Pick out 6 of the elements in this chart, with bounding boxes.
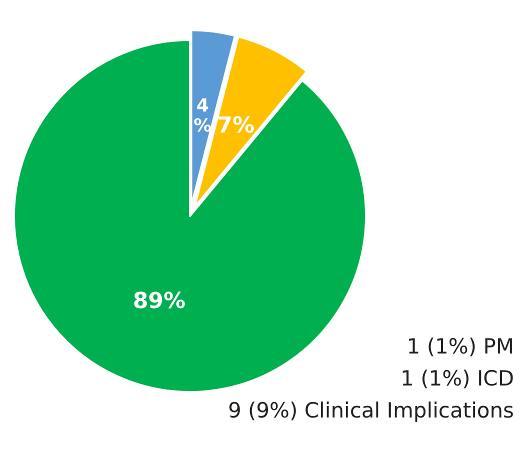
data-label: 89%	[132, 289, 186, 314]
data-label: 4%	[194, 95, 212, 136]
text: 1 (1%) ICD	[400, 366, 514, 390]
text: 9 (9%) Clinical Implications	[228, 398, 514, 422]
data-label: 7%	[217, 114, 255, 139]
text: 1 (1%) PM	[406, 334, 514, 358]
